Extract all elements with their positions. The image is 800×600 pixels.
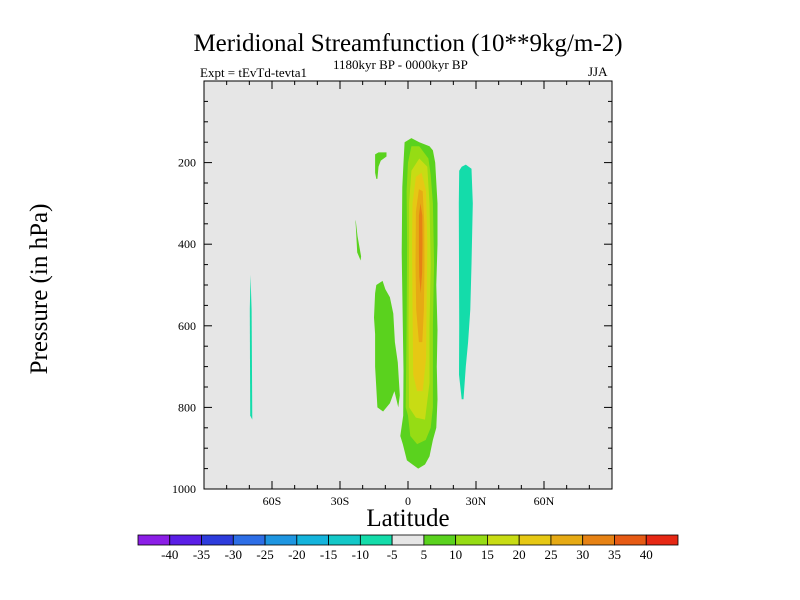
x-axis-label: Latitude — [366, 505, 450, 532]
colorbar-swatch — [423, 534, 457, 546]
colorbar-swatch — [264, 534, 298, 546]
colorbar-swatch — [359, 534, 393, 546]
colorbar-label: 35 — [608, 547, 621, 562]
colorbar: -40 -35 -30 -25 -20 -15 -10 -5 5 10 15 20 25 30 35 40 — [137, 534, 679, 562]
colorbar-label: 20 — [513, 547, 526, 562]
colorbar-swatch — [137, 534, 171, 546]
period-label: 1180kyr BP - 0000kyr BP — [333, 57, 468, 72]
colorbar-swatch — [296, 534, 329, 546]
x-tick-label: 0 — [405, 494, 411, 508]
contour-region-level-5-4 — [374, 280, 400, 412]
colorbar-swatch — [518, 534, 552, 546]
contour-region-level-5-3 — [355, 219, 362, 261]
colorbar-label: -10 — [352, 547, 369, 562]
colorbar-label: -35 — [193, 547, 210, 562]
contour-region-level--10-1 — [458, 164, 473, 400]
colorbar-swatch — [645, 534, 679, 546]
y-tick-label: 800 — [178, 400, 196, 414]
colorbar-swatch — [391, 534, 425, 546]
season-label: JJA — [588, 64, 608, 79]
colorbar-label: -15 — [320, 547, 337, 562]
colorbar-label: -25 — [256, 547, 273, 562]
colorbar-label: 5 — [421, 547, 428, 562]
colorbar-label: 30 — [576, 547, 589, 562]
chart-title: Meridional Streamfunction (10**9kg/m-2) — [193, 30, 623, 57]
colorbar-swatch — [455, 534, 488, 546]
contour-regions — [249, 138, 473, 469]
colorbar-label: -40 — [161, 547, 178, 562]
colorbar-label: -20 — [288, 547, 305, 562]
axis-ticks: 60S 30S 0 30N 60N 200 400 600 800 1000 — [172, 81, 613, 508]
colorbar-swatch — [169, 534, 202, 546]
y-tick-label: 400 — [178, 237, 196, 251]
x-tick-label: 30N — [466, 494, 487, 508]
colorbar-label: -30 — [225, 547, 242, 562]
colorbar-label: -5 — [387, 547, 398, 562]
contour-region-level-5-2 — [375, 152, 387, 179]
colorbar-label: 10 — [449, 547, 462, 562]
experiment-label: Expt = tEvTd-tevta1 — [200, 65, 307, 80]
colorbar-swatch — [550, 534, 584, 546]
contour-region-level--10-0 — [249, 274, 253, 420]
colorbar-label: 40 — [640, 547, 653, 562]
colorbar-swatch — [201, 534, 234, 546]
y-tick-label: 600 — [178, 319, 196, 333]
x-tick-label: 30S — [331, 494, 350, 508]
colorbar-swatch — [582, 534, 615, 546]
colorbar-swatch — [232, 534, 266, 546]
colorbar-swatch — [328, 534, 361, 546]
x-tick-label: 60N — [534, 494, 555, 508]
contour-region-level-30-10 — [418, 203, 423, 294]
colorbar-swatch — [487, 534, 520, 546]
colorbar-label: 15 — [481, 547, 494, 562]
y-tick-label: 200 — [178, 156, 196, 170]
x-tick-label: 60S — [263, 494, 282, 508]
y-tick-label: 1000 — [172, 482, 196, 496]
colorbar-swatch — [614, 534, 647, 546]
colorbar-label: 25 — [544, 547, 557, 562]
